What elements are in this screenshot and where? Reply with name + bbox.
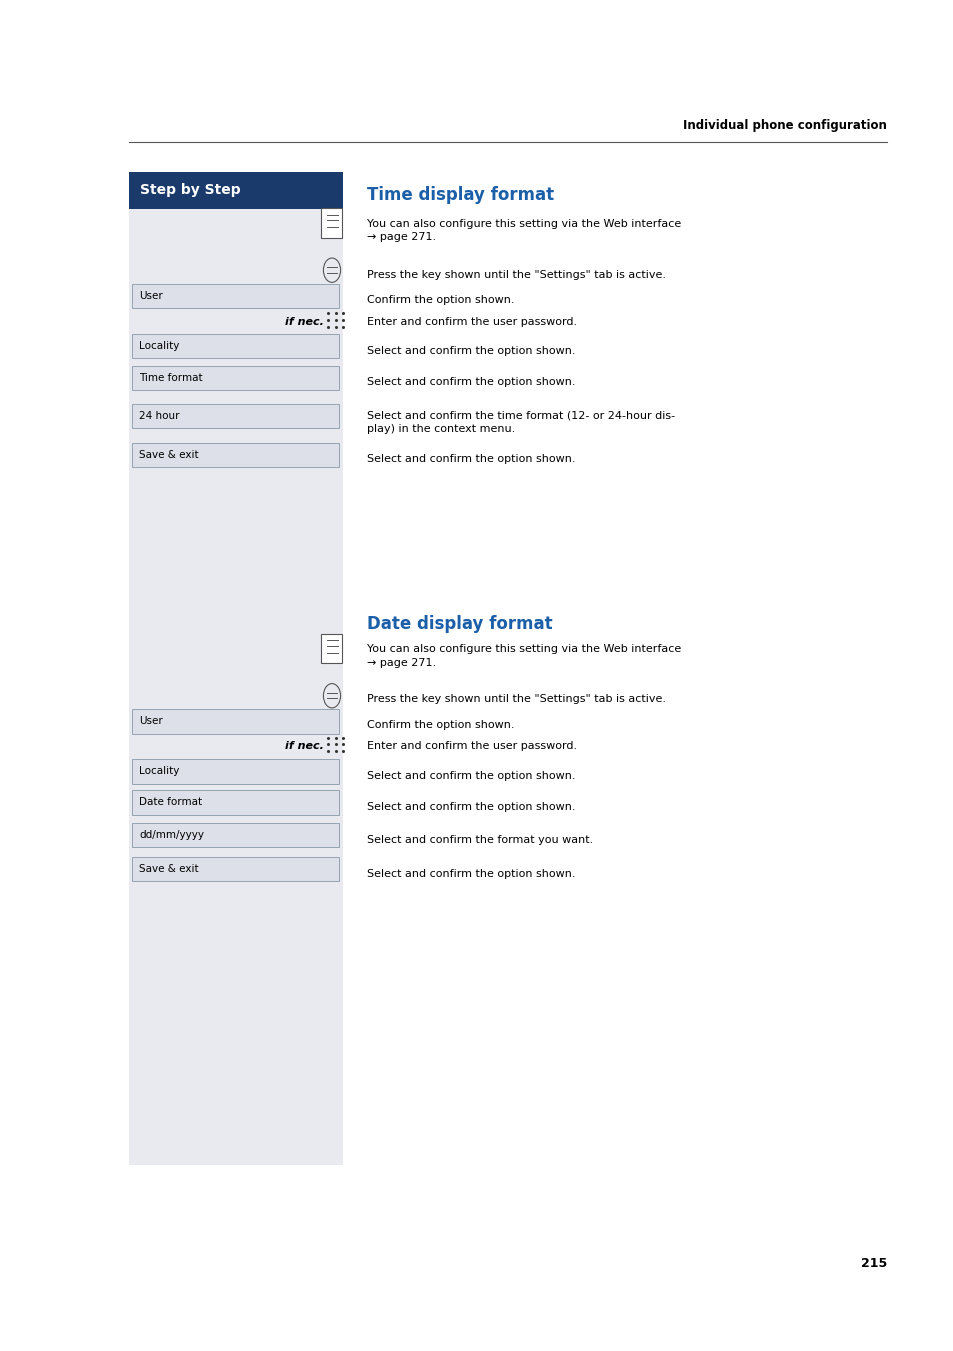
Text: Individual phone configuration: Individual phone configuration: [682, 119, 886, 132]
Text: if nec.: if nec.: [285, 740, 324, 751]
Text: Confirm the option shown.: Confirm the option shown.: [367, 720, 515, 730]
Text: Time display format: Time display format: [367, 186, 554, 204]
Text: 24 hour: 24 hour: [139, 411, 179, 422]
FancyBboxPatch shape: [132, 759, 338, 784]
Text: Enter and confirm the user password.: Enter and confirm the user password.: [367, 316, 577, 327]
Text: Locality: Locality: [139, 340, 179, 351]
Text: Step by Step: Step by Step: [140, 184, 240, 197]
Text: Select and confirm the format you want.: Select and confirm the format you want.: [367, 835, 593, 844]
FancyBboxPatch shape: [321, 208, 342, 238]
Text: 215: 215: [860, 1256, 886, 1270]
Text: Press the key shown until the "Settings" tab is active.: Press the key shown until the "Settings"…: [367, 270, 665, 280]
Text: Select and confirm the option shown.: Select and confirm the option shown.: [367, 346, 576, 355]
FancyBboxPatch shape: [132, 366, 338, 390]
Text: Select and confirm the time format (12- or 24-hour dis-
play) in the context men: Select and confirm the time format (12- …: [367, 411, 675, 434]
FancyBboxPatch shape: [132, 284, 338, 308]
FancyBboxPatch shape: [132, 334, 338, 358]
FancyBboxPatch shape: [132, 709, 338, 734]
FancyBboxPatch shape: [321, 634, 342, 663]
Text: Select and confirm the option shown.: Select and confirm the option shown.: [367, 869, 576, 878]
Text: User: User: [139, 716, 163, 727]
FancyBboxPatch shape: [132, 404, 338, 428]
Text: You can also configure this setting via the Web interface
→ page 271.: You can also configure this setting via …: [367, 219, 680, 242]
Text: Save & exit: Save & exit: [139, 863, 198, 874]
Text: Select and confirm the option shown.: Select and confirm the option shown.: [367, 454, 576, 463]
FancyBboxPatch shape: [129, 172, 343, 1165]
FancyBboxPatch shape: [132, 823, 338, 847]
Text: Confirm the option shown.: Confirm the option shown.: [367, 295, 515, 304]
Text: Time format: Time format: [139, 373, 203, 384]
Text: Enter and confirm the user password.: Enter and confirm the user password.: [367, 740, 577, 751]
Text: You can also configure this setting via the Web interface
→ page 271.: You can also configure this setting via …: [367, 644, 680, 667]
Text: Select and confirm the option shown.: Select and confirm the option shown.: [367, 771, 576, 781]
FancyBboxPatch shape: [132, 443, 338, 467]
Text: dd/mm/yyyy: dd/mm/yyyy: [139, 830, 204, 840]
Text: User: User: [139, 290, 163, 301]
Text: if nec.: if nec.: [285, 316, 324, 327]
FancyBboxPatch shape: [132, 790, 338, 815]
Text: Press the key shown until the "Settings" tab is active.: Press the key shown until the "Settings"…: [367, 694, 665, 704]
FancyBboxPatch shape: [132, 857, 338, 881]
Text: Locality: Locality: [139, 766, 179, 777]
FancyBboxPatch shape: [129, 172, 343, 209]
Text: Select and confirm the option shown.: Select and confirm the option shown.: [367, 802, 576, 812]
Text: Date display format: Date display format: [367, 615, 553, 632]
Text: Save & exit: Save & exit: [139, 450, 198, 461]
Text: Date format: Date format: [139, 797, 202, 808]
Text: Select and confirm the option shown.: Select and confirm the option shown.: [367, 377, 576, 386]
